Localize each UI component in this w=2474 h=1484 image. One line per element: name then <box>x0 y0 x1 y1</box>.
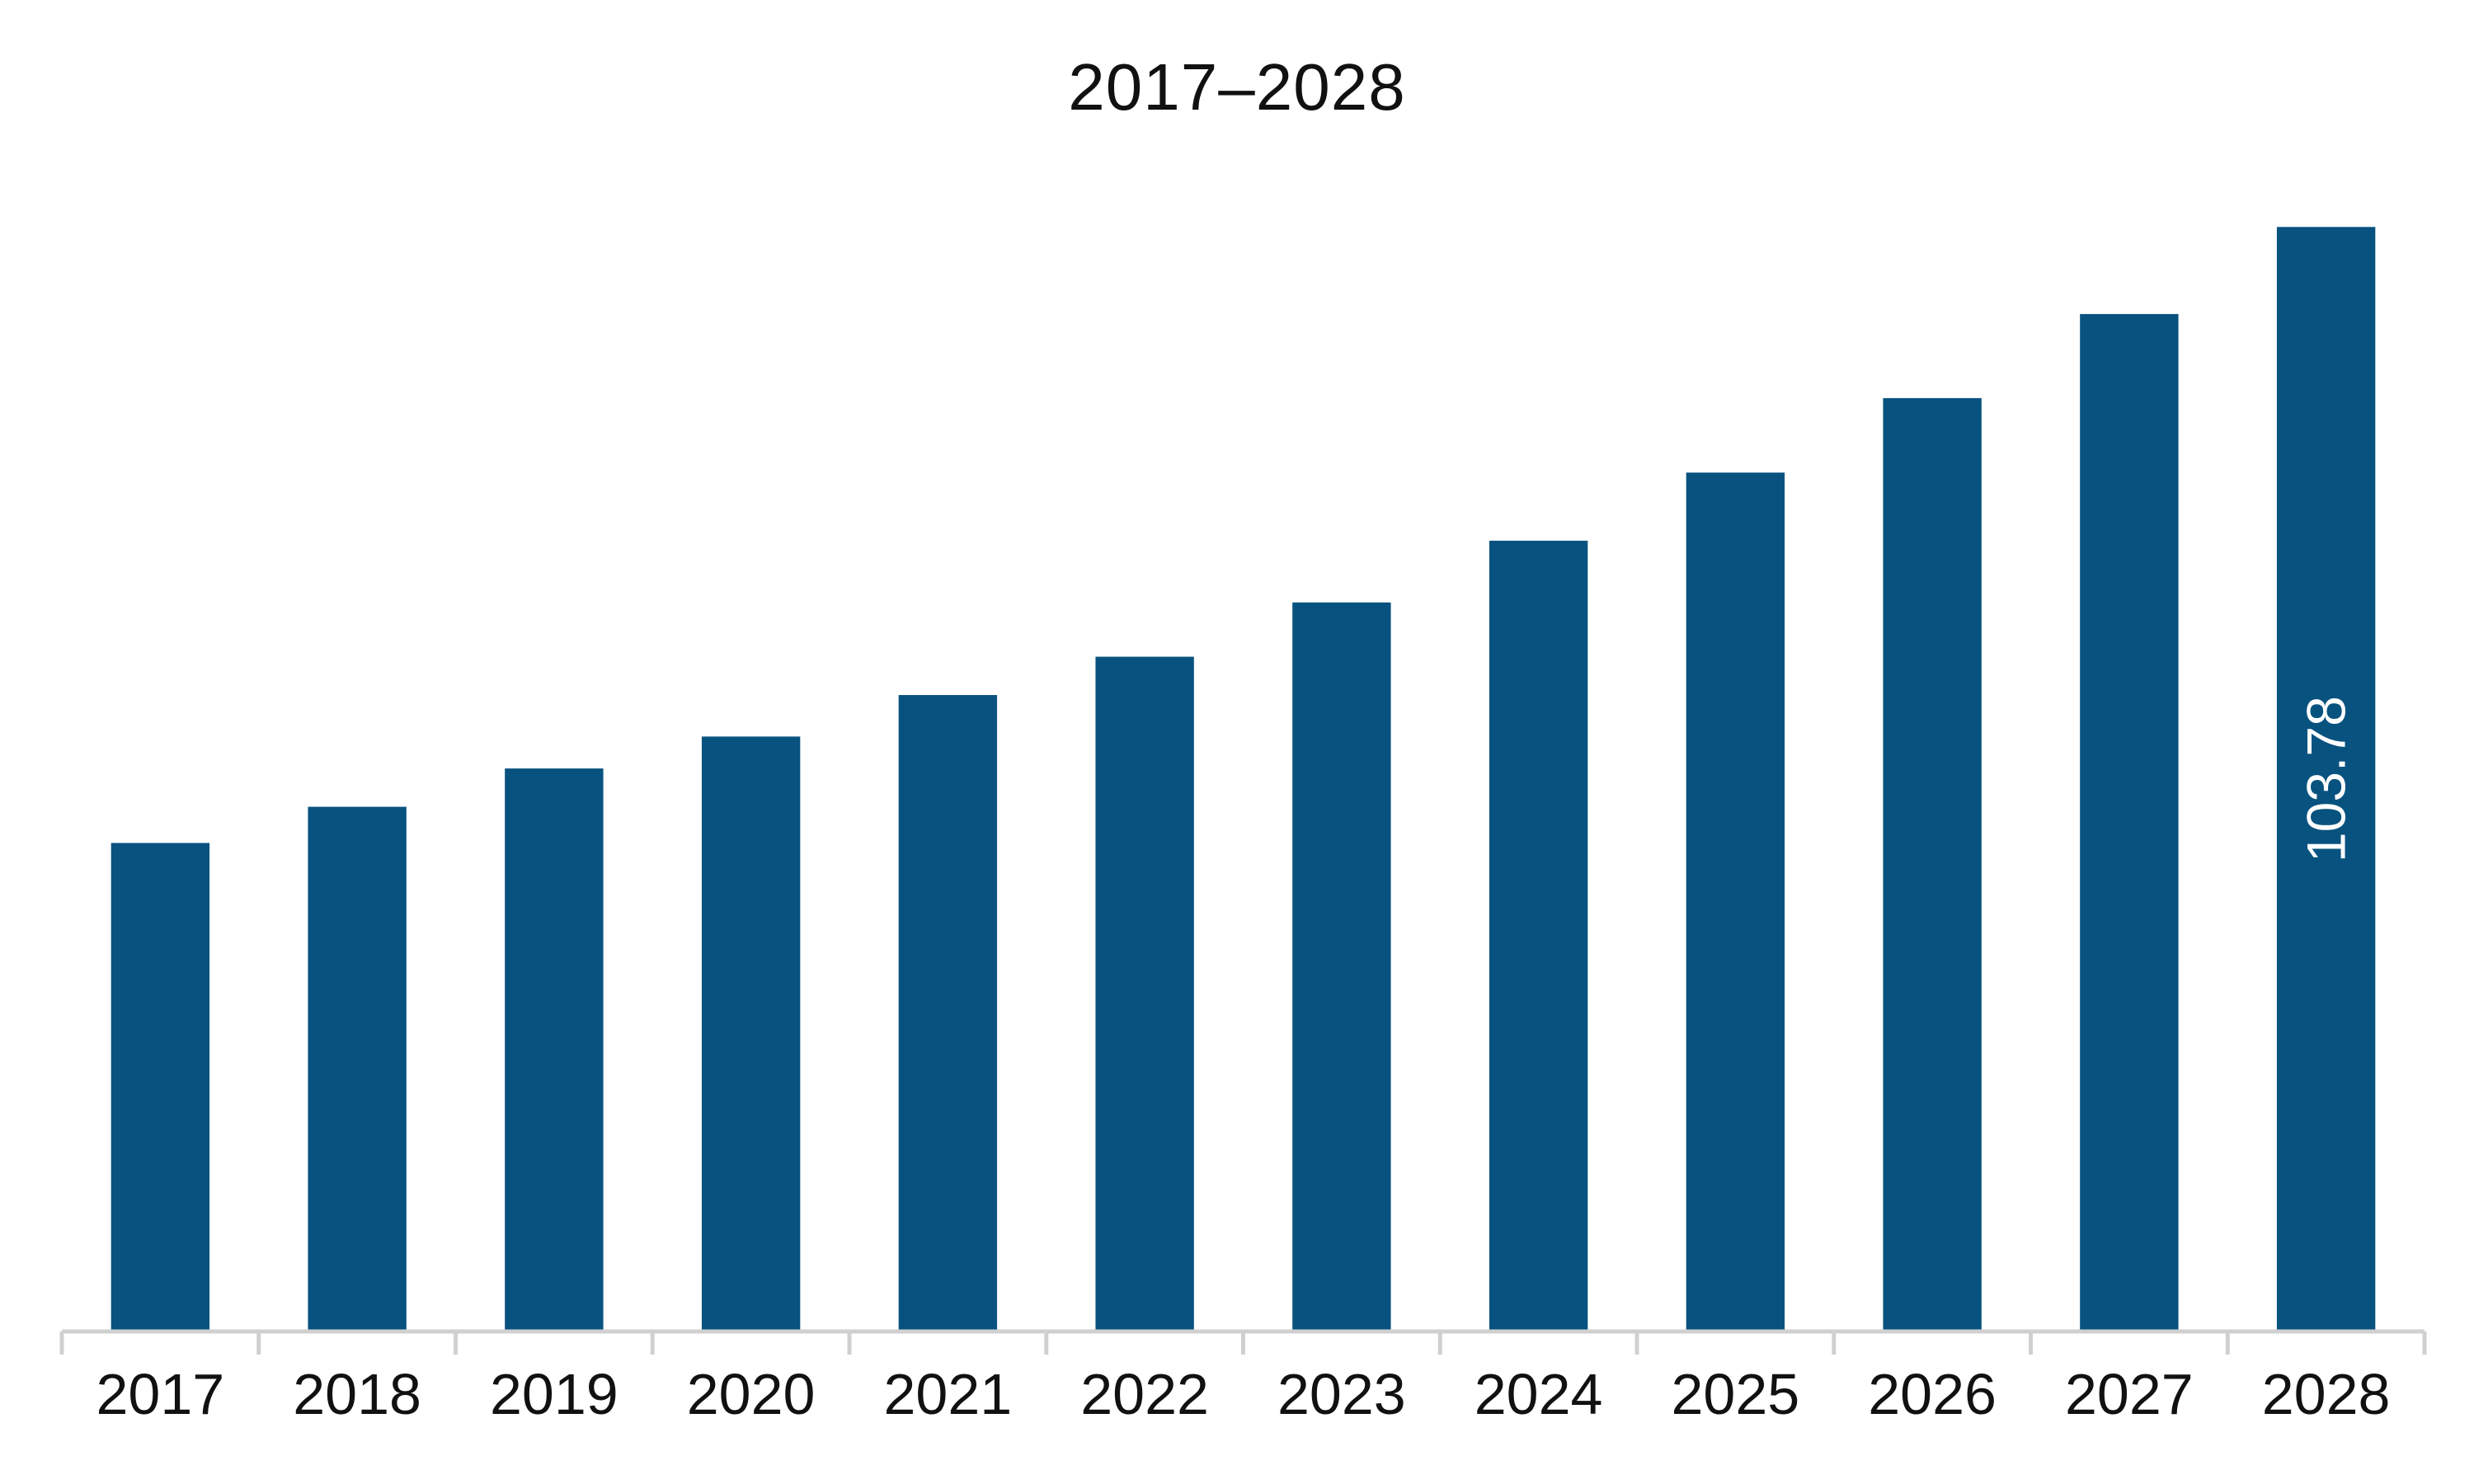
x-tick-label: 2018 <box>293 1362 421 1426</box>
data-label-2028: 103.78 <box>2296 696 2357 862</box>
bar-2019 <box>505 768 604 1331</box>
bar-2023 <box>1292 602 1391 1331</box>
x-tick-label: 2019 <box>490 1362 618 1426</box>
x-tick-label: 2022 <box>1080 1362 1209 1426</box>
x-tick-label: 2021 <box>884 1362 1013 1426</box>
bar-2028 <box>2276 227 2376 1331</box>
x-tick-label: 2028 <box>2262 1362 2391 1426</box>
bar-2017 <box>111 843 210 1331</box>
x-tick-label: 2020 <box>687 1362 816 1426</box>
x-tick-labels: 2017 2018 2019 2020 2021 2022 2023 2024 2025 2026… <box>96 1362 2391 1426</box>
bar-2025 <box>1686 472 1785 1332</box>
x-tick-label: 2024 <box>1475 1362 1603 1426</box>
x-tick-label: 2027 <box>2065 1362 2194 1426</box>
x-axis <box>59 1329 2427 1355</box>
bars-layer <box>111 227 2376 1332</box>
bar-2018 <box>308 806 407 1331</box>
bar-2024 <box>1489 540 1588 1331</box>
x-tick-label: 2025 <box>1672 1362 1800 1426</box>
x-tick-label: 2017 <box>96 1362 225 1426</box>
x-tick-label: 2026 <box>1868 1362 1997 1426</box>
data-labels: 103.78 <box>2296 696 2357 862</box>
bar-2022 <box>1095 656 1194 1331</box>
bar-2021 <box>898 695 998 1331</box>
bar-2026 <box>1883 397 1982 1331</box>
chart-title: 2017–2028 <box>1068 50 1406 124</box>
bar-2020 <box>701 736 801 1331</box>
x-tick-label: 2023 <box>1277 1362 1406 1426</box>
bar-2027 <box>2080 313 2179 1332</box>
